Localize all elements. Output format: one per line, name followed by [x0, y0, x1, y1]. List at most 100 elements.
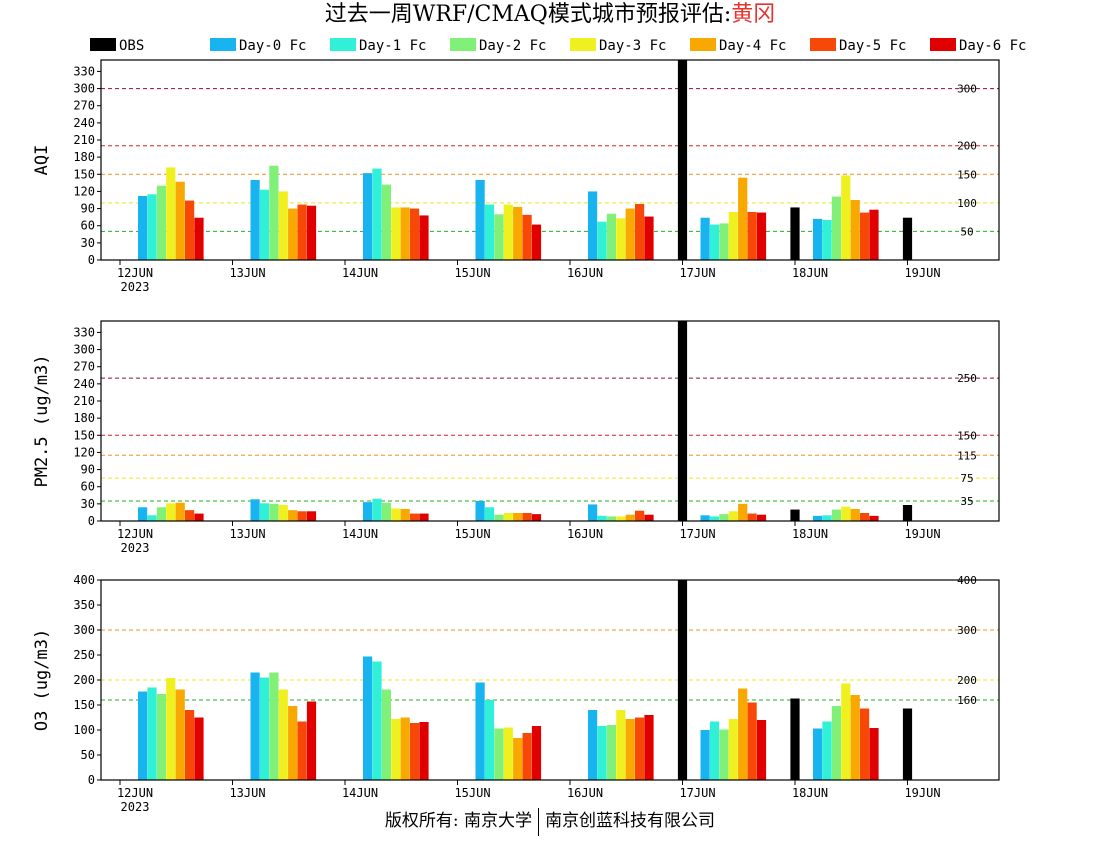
bar	[306, 511, 317, 521]
bar	[138, 196, 148, 260]
legend-swatch	[210, 38, 236, 51]
legend-swatch	[90, 38, 116, 51]
bar	[606, 516, 616, 521]
y-tick-label: 200	[73, 673, 95, 687]
x-tick-label: 13JUN	[229, 266, 265, 280]
y-tick-label: 300	[73, 623, 95, 637]
bar	[166, 167, 176, 260]
bar	[790, 207, 800, 260]
bar	[194, 217, 204, 260]
x-tick-label: 17JUN	[679, 527, 715, 541]
legend-swatch	[690, 38, 716, 51]
threshold-label: 160	[957, 694, 977, 707]
threshold-label: 150	[957, 168, 977, 181]
bar	[194, 513, 204, 521]
bar	[841, 683, 851, 780]
bar	[700, 217, 710, 260]
y-axis-label: O3 (ug/m3)	[32, 629, 52, 731]
footer: 版权所有: 南京大学 南京创蓝科技有限公司	[0, 806, 1100, 836]
x-tick-label: 13JUN	[229, 527, 265, 541]
y-tick-label: 90	[81, 463, 95, 477]
bar	[738, 688, 748, 780]
bar	[719, 514, 729, 521]
bar	[813, 728, 823, 780]
threshold-label: 300	[957, 83, 977, 96]
x-tick-label: 19JUN	[904, 786, 940, 800]
bar	[288, 208, 298, 260]
x-tick-label: 17JUN	[679, 266, 715, 280]
bar	[831, 509, 841, 521]
bar	[790, 698, 800, 780]
bar	[869, 515, 879, 521]
threshold-label: 100	[957, 197, 977, 210]
bar	[822, 220, 832, 260]
bar	[616, 710, 626, 780]
bar	[513, 513, 523, 521]
y-tick-label: 210	[73, 133, 95, 147]
bar	[147, 194, 157, 260]
y-tick-label: 250	[73, 648, 95, 662]
bar	[747, 702, 757, 780]
y-tick-label: 300	[73, 343, 95, 357]
bar	[625, 208, 635, 260]
bar	[156, 185, 166, 260]
bar	[372, 168, 382, 260]
y-tick-label: 0	[88, 773, 95, 787]
x-tick-label: 17JUN	[679, 786, 715, 800]
x-tick-label: 19JUN	[904, 266, 940, 280]
bar	[278, 689, 288, 780]
bar	[597, 726, 607, 780]
y-tick-label: 240	[73, 116, 95, 130]
bar	[709, 516, 720, 521]
bar	[400, 717, 410, 780]
legend-swatch	[450, 38, 476, 51]
x-tick-label: 19JUN	[904, 527, 940, 541]
bar	[278, 505, 288, 521]
bar	[709, 721, 720, 780]
bar	[410, 208, 420, 260]
bar	[484, 204, 495, 260]
bar	[813, 218, 823, 260]
bar	[297, 204, 307, 260]
bar	[419, 215, 429, 260]
legend: OBS Day-0 Fc Day-1 Fc Day-2 Fc Day-3 Fc Day-4…	[90, 38, 1026, 54]
bar	[738, 503, 748, 521]
bar	[250, 499, 260, 521]
bar	[259, 677, 270, 780]
bar	[156, 507, 166, 521]
bar	[147, 515, 157, 521]
bar	[138, 691, 148, 780]
bar	[306, 701, 317, 780]
threshold-label: 200	[957, 674, 977, 687]
bar	[606, 725, 616, 780]
bar	[677, 580, 688, 780]
y-tick-label: 330	[73, 325, 95, 339]
bar	[175, 181, 185, 260]
bar	[588, 504, 598, 521]
bar	[869, 728, 879, 780]
bar	[185, 710, 195, 780]
x-tick-label: 14JUN	[342, 527, 378, 541]
bar	[850, 695, 860, 780]
threshold-label: 200	[957, 140, 977, 153]
bar	[363, 502, 373, 521]
legend-swatch	[930, 38, 956, 51]
bar	[719, 729, 729, 780]
bar	[531, 224, 542, 260]
bar	[400, 509, 410, 521]
bar	[522, 214, 532, 260]
bar	[269, 503, 279, 521]
title-prefix: 过去一周WRF/CMAQ模式城市预报评估:	[324, 2, 732, 27]
x-tick-label: 12JUN	[117, 266, 153, 280]
bar	[747, 513, 757, 521]
bar	[625, 719, 635, 780]
bar	[728, 511, 738, 521]
threshold-label: 115	[957, 449, 977, 462]
bar	[822, 721, 832, 780]
y-tick-label: 100	[73, 723, 95, 737]
bar	[850, 200, 860, 260]
plot-frame	[100, 579, 1000, 781]
y-tick-label: 120	[73, 445, 95, 459]
bar	[419, 513, 429, 521]
chart-panel: 0 30 60 90 120 150 180 210 240 270 300 330 AQI 50 100 1…	[32, 59, 1000, 294]
